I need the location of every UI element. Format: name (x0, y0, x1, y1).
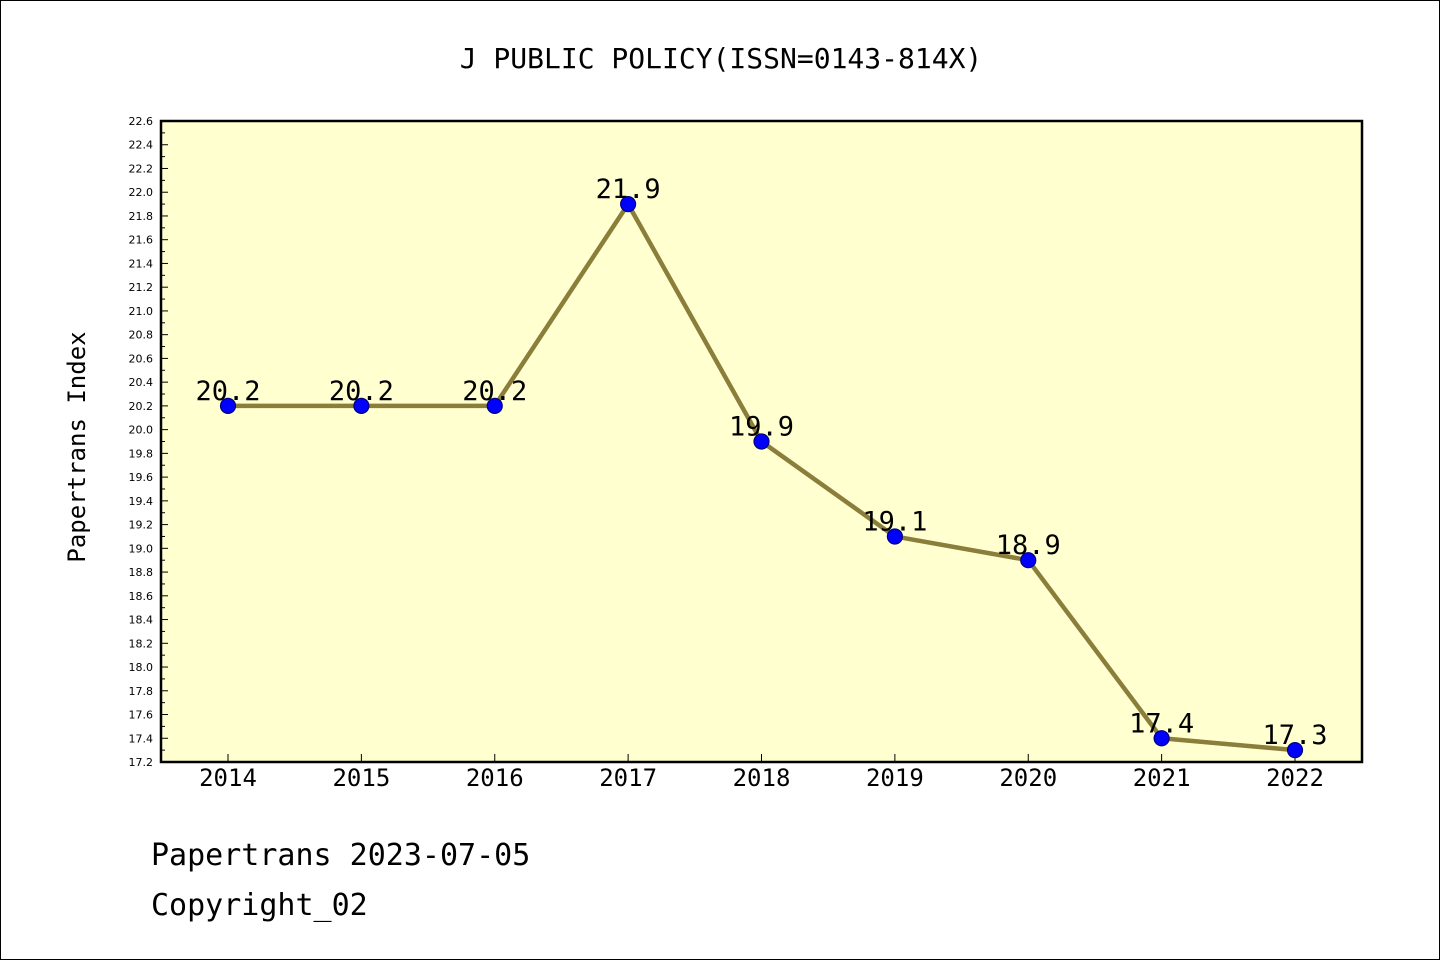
data-point (486, 397, 503, 414)
x-tick-label: 2014 (199, 764, 257, 792)
x-tick-label: 2017 (599, 764, 657, 792)
y-tick-label: 17.8 (129, 685, 154, 698)
y-tick-label: 20.0 (129, 424, 154, 437)
y-tick-label: 21.6 (129, 234, 154, 247)
y-tick-label: 17.6 (129, 709, 154, 722)
data-labels-group: 20.2 20.2 20.2 21.9 19.9 19.1 18.9 17.4 17.3 (195, 174, 1327, 751)
y-tick-label: 19.4 (129, 495, 154, 508)
x-tick-label: 2015 (332, 764, 390, 792)
x-tick-label: 2022 (1266, 764, 1324, 792)
y-tick-label: 21.8 (129, 210, 154, 223)
data-point (353, 397, 370, 414)
plot-border (159, 119, 1364, 764)
y-tick-label: 18.2 (129, 637, 154, 650)
y-tick-label: 18.4 (129, 614, 154, 627)
data-label: 21.9 (596, 174, 661, 205)
data-point (620, 195, 637, 213)
y-tick-label: 17.4 (129, 732, 154, 745)
y-tick-label: 20.8 (129, 329, 154, 342)
y-tick-label: 22.0 (129, 186, 154, 199)
y-tick-label: 19.0 (129, 542, 154, 555)
data-label: 17.4 (1129, 708, 1194, 739)
data-point (1286, 742, 1304, 759)
data-label: 20.2 (195, 376, 260, 407)
y-tick-label: 22.6 (129, 115, 154, 128)
x-axis: 2014 2015 2016 2017 2018 2019 2020 2021 2022 (199, 754, 1324, 792)
data-label: 19.9 (729, 412, 794, 443)
data-label: 20.2 (329, 376, 394, 407)
y-tick-label: 21.2 (129, 281, 154, 294)
data-point (1153, 730, 1170, 747)
footer-copyright: Copyright_02 (151, 888, 368, 923)
y-tick-label: 22.2 (129, 162, 154, 175)
y-tick-label: 19.6 (129, 471, 154, 484)
series-points-group (219, 195, 1304, 759)
y-tick-label: 19.8 (129, 447, 154, 460)
y-tick-label: 18.0 (129, 661, 154, 674)
y-axis: 17.2 17.4 17.6 17.8 18.0 18.2 18.4 18.6 18.8 19.0… (129, 115, 168, 769)
y-tick-label: 17.2 (129, 756, 154, 769)
footer-date: Papertrans 2023-07-05 (151, 838, 530, 873)
y-tick-label: 18.6 (129, 590, 154, 603)
y-tick-label: 20.4 (129, 376, 154, 389)
y-tick-label: 20.2 (129, 400, 154, 413)
y-tick-label: 22.4 (129, 139, 154, 152)
y-tick-label: 18.8 (129, 566, 154, 579)
data-point (219, 397, 237, 414)
chart-title: J PUBLIC POLICY(ISSN=0143-814X) (460, 42, 983, 75)
data-point (753, 433, 770, 450)
data-label: 17.3 (1262, 720, 1327, 751)
y-tick-label: 21.0 (129, 305, 154, 318)
data-label: 20.2 (462, 376, 527, 407)
x-tick-label: 2021 (1133, 764, 1191, 792)
y-tick-label: 19.2 (129, 519, 154, 532)
data-label: 18.9 (996, 530, 1061, 561)
y-tick-label: 20.6 (129, 352, 154, 365)
y-axis-label: Papertrans Index (63, 331, 91, 562)
data-point (1020, 552, 1037, 569)
y-tick-label: 21.4 (129, 257, 154, 270)
x-tick-label: 2016 (466, 764, 524, 792)
data-point (886, 528, 903, 545)
x-tick-label: 2020 (999, 764, 1057, 792)
x-tick-label: 2018 (733, 764, 791, 792)
x-tick-label: 2019 (866, 764, 924, 792)
data-label: 19.1 (862, 506, 927, 537)
